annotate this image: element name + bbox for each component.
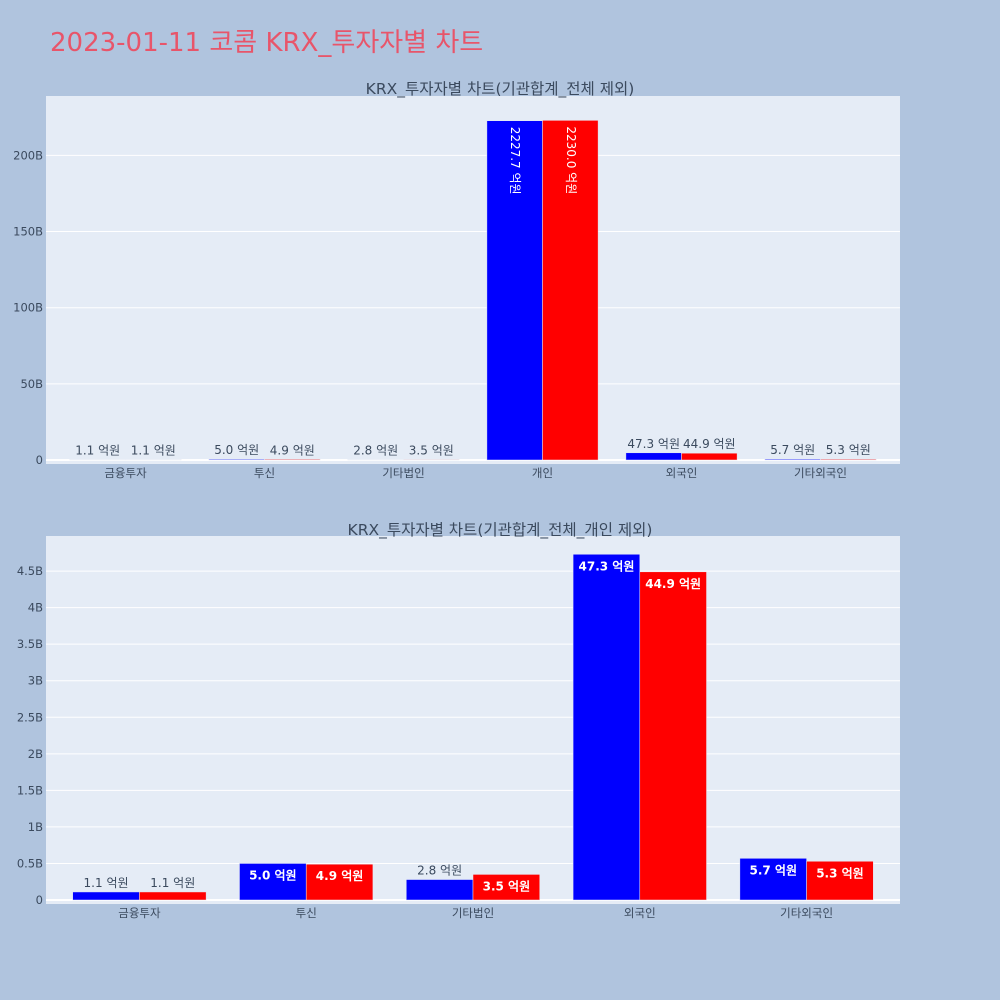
y-tick-label: 150B <box>13 225 43 239</box>
bar <box>681 452 738 461</box>
data-label: 47.3 억원 <box>627 437 680 451</box>
data-label: 4.9 억원 <box>270 443 315 457</box>
bar <box>542 120 599 461</box>
data-label: 5.3 억원 <box>826 443 871 457</box>
data-label: 47.3 억원 <box>579 559 635 573</box>
data-label: 2.8 억원 <box>353 444 398 458</box>
x-tick-label: 기타법인 <box>382 466 424 480</box>
bar <box>305 863 374 901</box>
y-tick-label: 0 <box>36 893 43 907</box>
x-tick-label: 금융투자 <box>118 906 161 920</box>
data-label: 1.1 억원 <box>150 876 195 890</box>
x-tick-label: 투신 <box>296 906 317 920</box>
data-label: 2.8 억원 <box>417 864 462 878</box>
bar <box>764 458 821 461</box>
data-label: 4.9 억원 <box>316 869 364 883</box>
bar <box>639 571 707 901</box>
y-tick-label: 2.5B <box>17 710 43 724</box>
y-tick-label: 50B <box>20 377 43 391</box>
y-tick-label: 1.5B <box>17 783 43 797</box>
y-tick-label: 100B <box>13 301 43 315</box>
y-tick-label: 4.5B <box>17 564 43 578</box>
bar <box>572 554 641 901</box>
x-tick-label: 외국인 <box>624 906 656 920</box>
x-tick-label: 금융투자 <box>104 466 147 480</box>
data-label: 3.5 억원 <box>483 879 531 893</box>
data-label: 5.7 억원 <box>770 443 815 457</box>
bar <box>406 879 474 901</box>
y-tick-label: 3B <box>28 674 43 688</box>
chart-subtitle: KRX_투자자별 차트(기관합계_전체_개인 제외) <box>348 521 653 540</box>
bar <box>403 459 460 461</box>
y-tick-label: 0 <box>36 453 43 467</box>
x-tick-label: 외국인 <box>666 466 698 480</box>
page-title: 2023-01-11 코콤 KRX_투자자별 차트 <box>50 28 484 58</box>
plot-background <box>46 536 900 904</box>
data-label: 5.0 억원 <box>214 443 259 457</box>
bar <box>264 459 321 461</box>
bar <box>739 858 807 901</box>
bar <box>625 452 682 461</box>
bar <box>69 459 126 461</box>
x-tick-label: 기타법인 <box>452 906 494 920</box>
data-label: 1.1 억원 <box>131 444 176 458</box>
chart-panel-2: 0 0.5B 1B 1.5B 2B 2.5B 3B 3.5B 4B 4.5B KRX_투자자별 차트… <box>17 521 900 920</box>
x-tick-label: 투신 <box>254 466 275 480</box>
bar <box>347 459 404 461</box>
data-label: 2227.7 억원 <box>508 127 522 195</box>
bar <box>806 861 874 901</box>
bar <box>139 891 207 901</box>
data-label: 5.7 억원 <box>749 863 797 877</box>
bar <box>820 458 877 461</box>
y-tick-label: 3.5B <box>17 637 43 651</box>
chart-panel-1: 0 50B 100B 150B 200B KRX_투자자별 차트(기관합계_전체 제외) 금… <box>13 80 900 480</box>
bar <box>125 459 182 461</box>
y-tick-label: 4B <box>28 601 43 615</box>
data-label: 5.0 억원 <box>249 868 297 882</box>
y-tick-label: 2B <box>28 747 43 761</box>
chart-subtitle: KRX_투자자별 차트(기관합계_전체 제외) <box>366 80 635 99</box>
bar <box>486 120 543 461</box>
bar <box>72 891 140 901</box>
y-tick-label: 200B <box>13 148 43 162</box>
data-label: 44.9 억원 <box>645 577 701 591</box>
bar <box>239 863 307 901</box>
data-label: 1.1 억원 <box>84 876 129 890</box>
x-tick-label: 기타외국인 <box>780 906 833 920</box>
data-label: 1.1 억원 <box>75 444 120 458</box>
x-tick-label: 기타외국인 <box>794 466 847 480</box>
data-label: 5.3 억원 <box>816 866 864 880</box>
bar <box>472 874 540 901</box>
data-label: 3.5 억원 <box>409 443 454 457</box>
data-label: 2230.0 억원 <box>564 126 578 194</box>
y-tick-label: 0.5B <box>17 856 43 870</box>
x-tick-label: 개인 <box>532 466 553 480</box>
data-label: 44.9 억원 <box>683 437 736 451</box>
bar <box>208 458 265 461</box>
y-tick-label: 1B <box>28 820 43 834</box>
plot-background <box>46 96 900 464</box>
